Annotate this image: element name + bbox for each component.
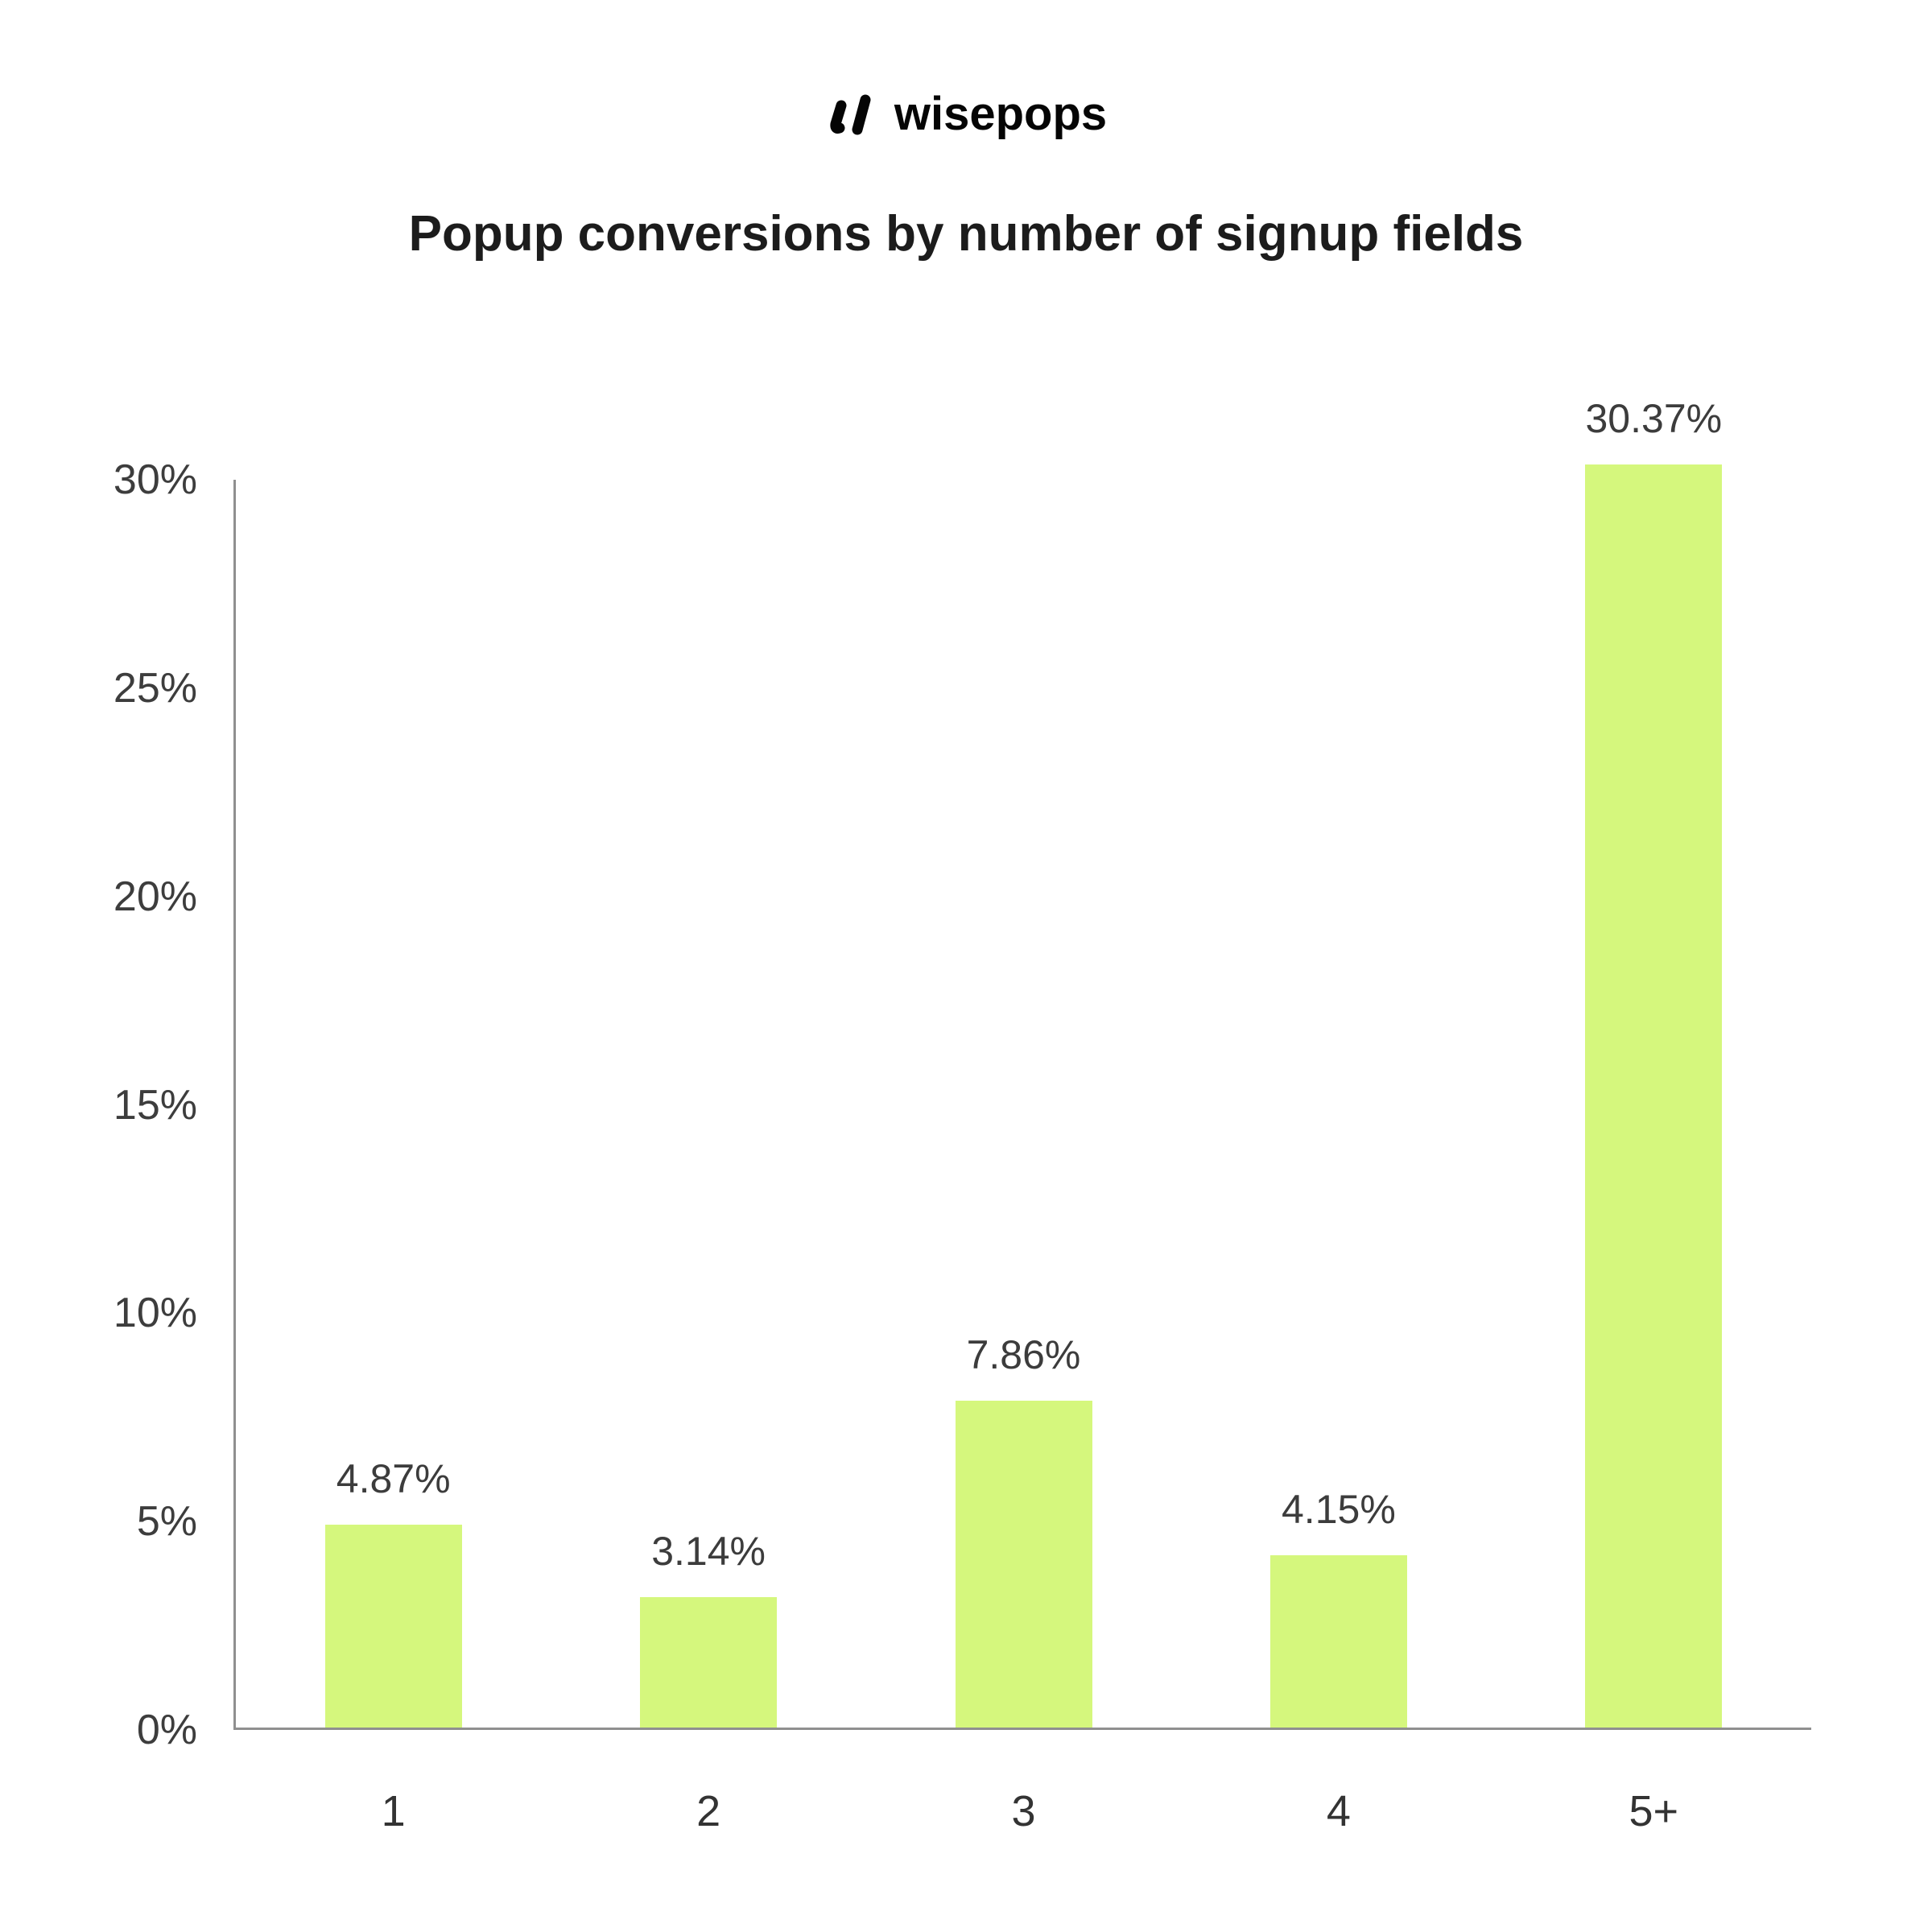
- logo: wisepops: [0, 0, 1932, 141]
- bar-group: 7.86%: [955, 1331, 1092, 1728]
- bar: [1585, 464, 1723, 1728]
- bar: [324, 1525, 462, 1728]
- y-tick-label: 30%: [113, 456, 197, 503]
- wisepops-logo-icon: [825, 93, 881, 136]
- bar-value-label: 3.14%: [651, 1528, 766, 1574]
- bar-group: 4.15%: [1269, 1486, 1407, 1728]
- x-axis-label: 2: [696, 1787, 721, 1835]
- x-axis-label: 4: [1326, 1787, 1351, 1835]
- logo-text: wisepops: [894, 88, 1108, 140]
- bar-value-label: 30.37%: [1585, 395, 1723, 441]
- bar-value-label: 4.87%: [336, 1456, 451, 1502]
- bar: [640, 1596, 778, 1728]
- y-tick-label: 25%: [113, 664, 197, 712]
- chart-title: Popup conversions by number of signup fi…: [408, 206, 1524, 262]
- x-axis-label: 5+: [1629, 1787, 1679, 1835]
- bar-value-label: 4.15%: [1282, 1486, 1396, 1532]
- y-tick-label: 0%: [136, 1707, 197, 1753]
- x-axis-label: 1: [381, 1787, 406, 1835]
- plot-area: 4.87% 1 3.14% 2 7.86% 3 4.15% 4 30.37% 5+: [233, 396, 1811, 1835]
- bar: [1269, 1554, 1407, 1728]
- bar-group: 30.37%: [1585, 395, 1723, 1728]
- y-tick-label: 10%: [113, 1290, 197, 1337]
- y-tick-label: 20%: [113, 873, 197, 920]
- bar: [955, 1400, 1092, 1728]
- chart-area: 0% 5% 10% 15% 20% 25% 30% 4.87% 1 3.14% 2 7.86% 3 4.…: [0, 396, 1932, 1835]
- y-tick-label: 15%: [113, 1081, 197, 1129]
- x-axis-label: 3: [1011, 1787, 1036, 1835]
- y-tick-label: 5%: [136, 1498, 197, 1546]
- bar-value-label: 7.86%: [966, 1331, 1081, 1377]
- bar-group: 3.14%: [640, 1528, 778, 1728]
- bar-group: 4.87%: [324, 1455, 462, 1728]
- y-axis: 0% 5% 10% 15% 20% 25% 30%: [32, 459, 233, 1751]
